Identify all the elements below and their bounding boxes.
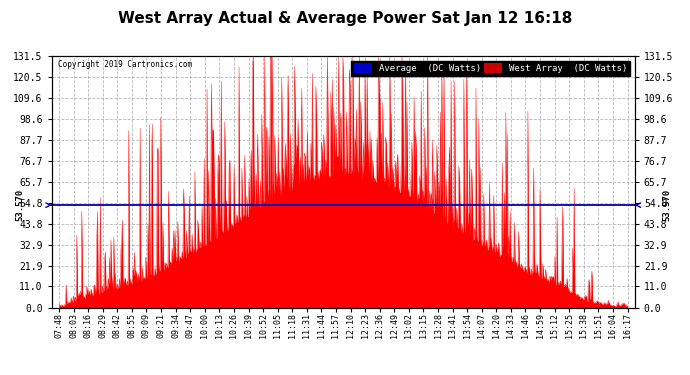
Text: Copyright 2019 Cartronics.com: Copyright 2019 Cartronics.com [57, 60, 192, 69]
Text: West Array Actual & Average Power Sat Jan 12 16:18: West Array Actual & Average Power Sat Ja… [118, 11, 572, 26]
Text: 53.570: 53.570 [15, 189, 24, 221]
Legend: Average  (DC Watts), West Array  (DC Watts): Average (DC Watts), West Array (DC Watts… [351, 61, 630, 76]
Text: 53.570: 53.570 [662, 189, 671, 221]
